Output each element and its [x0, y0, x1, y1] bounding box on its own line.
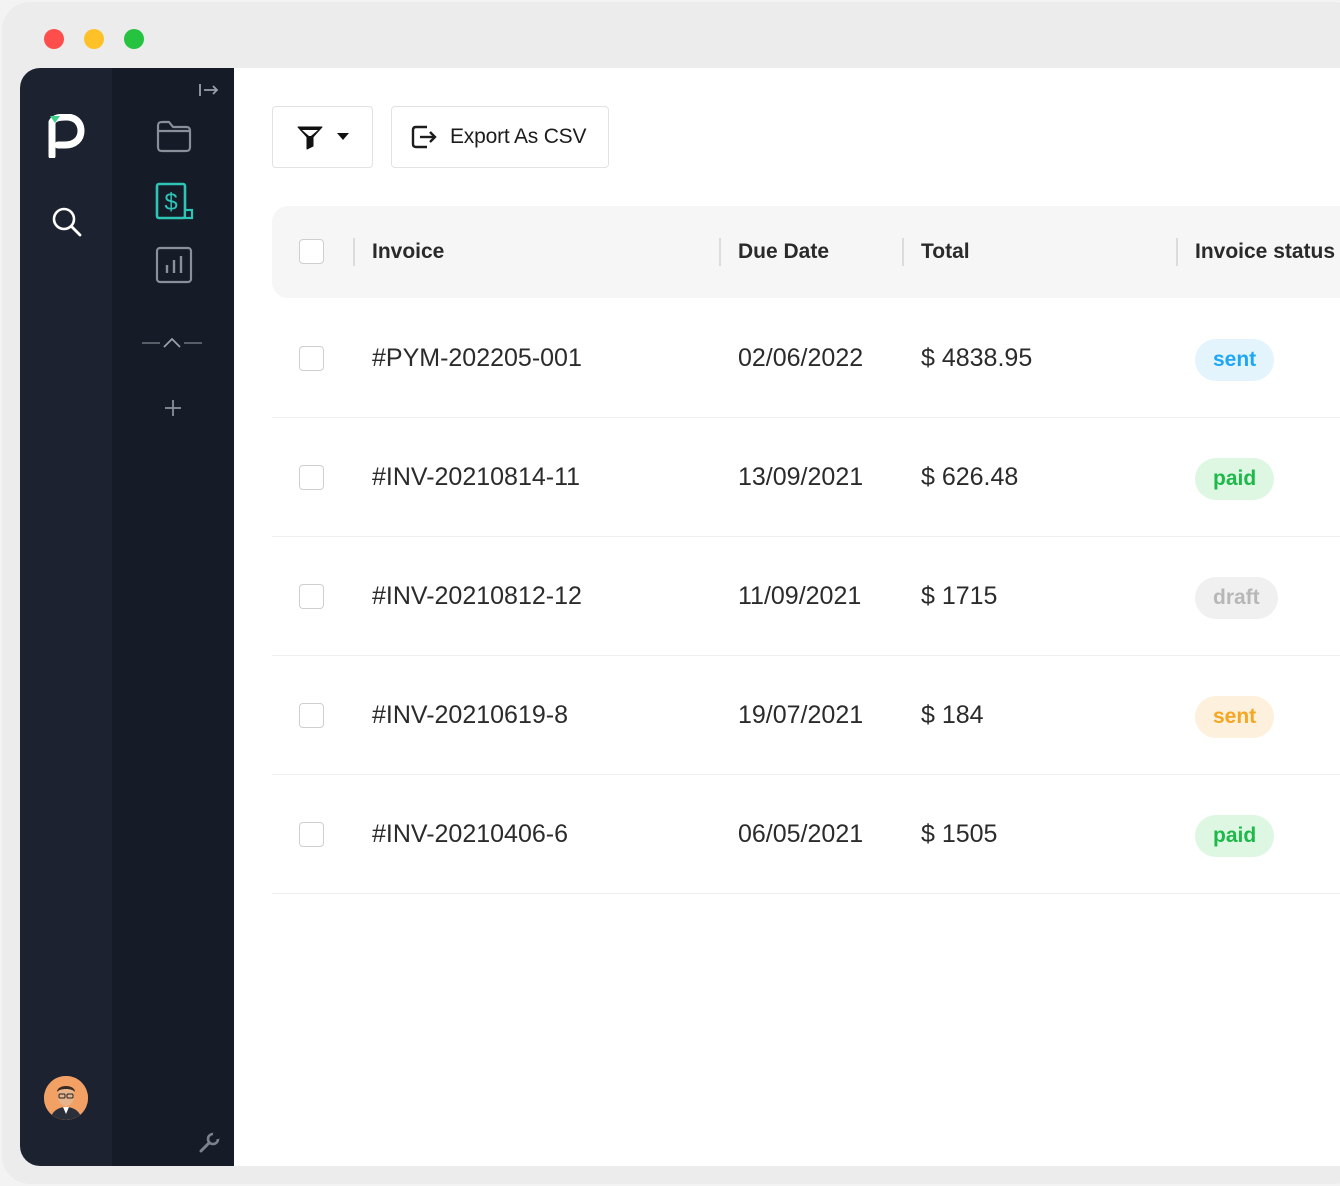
- status-badge: paid: [1195, 458, 1275, 500]
- column-separator: [1176, 238, 1178, 266]
- invoice-number[interactable]: #PYM-202205-001: [372, 344, 582, 372]
- export-icon: [410, 123, 438, 151]
- due-date: 19/07/2021: [738, 701, 864, 729]
- app-body: $: [20, 68, 1340, 1166]
- invoice-number[interactable]: #INV-20210619-8: [372, 701, 568, 729]
- table-row[interactable]: #INV-20210812-12 11/09/2021 $ 1715 draft: [272, 537, 1340, 656]
- invoice-number[interactable]: #INV-20210406-6: [372, 820, 568, 848]
- column-separator: [353, 238, 355, 266]
- invoice-number[interactable]: #INV-20210814-11: [372, 463, 581, 491]
- svg-text:$: $: [164, 189, 177, 216]
- plus-icon[interactable]: [163, 398, 183, 418]
- due-date: 11/09/2021: [738, 582, 862, 610]
- status-badge: sent: [1195, 339, 1275, 381]
- column-header-status[interactable]: Invoice status: [1195, 240, 1336, 263]
- filter-button[interactable]: [272, 106, 373, 168]
- row-checkbox[interactable]: [299, 465, 324, 490]
- folder-icon[interactable]: [155, 118, 193, 154]
- sidebar-panel: $: [112, 68, 234, 1166]
- chart-icon[interactable]: [155, 246, 193, 284]
- main-content: Export As CSV Invoice Due Date Total Inv…: [234, 68, 1340, 1166]
- total-amount: $ 184: [921, 701, 984, 729]
- column-header-total[interactable]: Total: [921, 240, 970, 263]
- row-checkbox[interactable]: [299, 703, 324, 728]
- filter-icon: [297, 124, 323, 150]
- collapse-arrow-icon[interactable]: [198, 82, 220, 98]
- export-csv-button[interactable]: Export As CSV: [391, 106, 609, 168]
- due-date: 13/09/2021: [738, 463, 864, 491]
- column-header-invoice[interactable]: Invoice: [372, 240, 445, 263]
- row-checkbox[interactable]: [299, 584, 324, 609]
- table-row[interactable]: #PYM-202205-001 02/06/2022 $ 4838.95 sen…: [272, 299, 1340, 418]
- due-date: 02/06/2022: [738, 344, 864, 372]
- table-row[interactable]: #INV-20210814-11 13/09/2021 $ 626.48 pai…: [272, 418, 1340, 537]
- status-badge: sent: [1195, 696, 1275, 738]
- table-row[interactable]: #INV-20210406-6 06/05/2021 $ 1505 paid: [272, 775, 1340, 894]
- column-separator: [902, 238, 904, 266]
- column-header-due-date[interactable]: Due Date: [738, 240, 830, 263]
- row-checkbox[interactable]: [299, 822, 324, 847]
- column-separator: [719, 238, 721, 266]
- total-amount: $ 1715: [921, 582, 998, 610]
- maximize-window-button[interactable]: [124, 29, 144, 49]
- table-header: Invoice Due Date Total Invoice status: [272, 206, 1340, 298]
- invoice-icon[interactable]: $: [155, 182, 195, 222]
- row-checkbox[interactable]: [299, 346, 324, 371]
- invoice-number[interactable]: #INV-20210812-12: [372, 582, 582, 610]
- export-csv-label: Export As CSV: [450, 125, 587, 148]
- chevron-up-icon[interactable]: [140, 334, 204, 350]
- avatar[interactable]: [44, 1076, 88, 1120]
- select-all-checkbox[interactable]: [299, 239, 324, 264]
- minimize-window-button[interactable]: [84, 29, 104, 49]
- status-badge: draft: [1195, 577, 1278, 619]
- due-date: 06/05/2021: [738, 820, 864, 848]
- sidebar-rail: [20, 68, 112, 1166]
- total-amount: $ 4838.95: [921, 344, 1033, 372]
- status-badge: paid: [1195, 815, 1275, 857]
- p-logo-icon[interactable]: [46, 114, 86, 158]
- total-amount: $ 1505: [921, 820, 998, 848]
- wrench-icon[interactable]: [198, 1132, 220, 1154]
- total-amount: $ 626.48: [921, 463, 1019, 491]
- close-window-button[interactable]: [44, 29, 64, 49]
- search-icon[interactable]: [51, 206, 83, 238]
- table-row[interactable]: #INV-20210619-8 19/07/2021 $ 184 sent: [272, 656, 1340, 775]
- caret-down-icon: [336, 133, 349, 141]
